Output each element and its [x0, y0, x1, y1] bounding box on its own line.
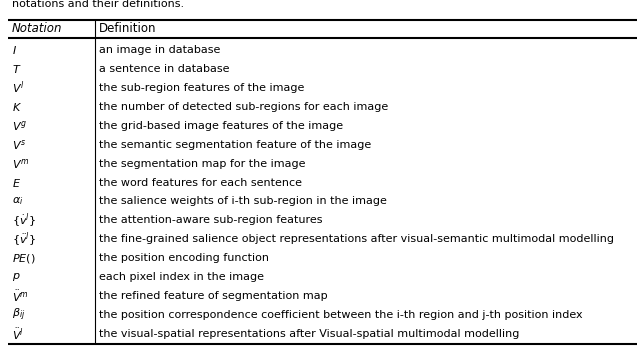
Text: $\ddot{V}^m$: $\ddot{V}^m$	[12, 289, 28, 304]
Text: the word features for each sentence: the word features for each sentence	[99, 178, 302, 188]
Text: the refined feature of segmentation map: the refined feature of segmentation map	[99, 291, 328, 301]
Text: a sentence in database: a sentence in database	[99, 64, 230, 74]
Text: $E$: $E$	[12, 176, 20, 189]
Text: each pixel index in the image: each pixel index in the image	[99, 272, 264, 282]
Text: notations and their definitions.: notations and their definitions.	[12, 0, 184, 9]
Text: $\ddot{V}^l$: $\ddot{V}^l$	[12, 326, 23, 342]
Text: the salience weights of i-th sub-region in the image: the salience weights of i-th sub-region …	[99, 197, 387, 207]
Text: $K$: $K$	[12, 101, 22, 113]
Text: $V^g$: $V^g$	[12, 119, 26, 133]
Text: the number of detected sub-regions for each image: the number of detected sub-regions for e…	[99, 102, 388, 112]
Text: $I$: $I$	[12, 44, 17, 56]
Text: $\{\ddot{v}^l\}$: $\{\ddot{v}^l\}$	[12, 230, 35, 248]
Text: Definition: Definition	[99, 23, 157, 35]
Text: the fine-grained salience object representations after visual-semantic multimoda: the fine-grained salience object represe…	[99, 234, 614, 244]
Text: the segmentation map for the image: the segmentation map for the image	[99, 159, 306, 169]
Text: the position correspondence coefficient between the i-th region and j-th positio: the position correspondence coefficient …	[99, 310, 583, 320]
Text: $V^m$: $V^m$	[12, 156, 29, 171]
Text: an image in database: an image in database	[99, 45, 221, 55]
Text: $V^l$: $V^l$	[12, 79, 24, 96]
Text: the visual-spatial representations after Visual-spatial multimodal modelling: the visual-spatial representations after…	[99, 329, 520, 339]
Text: $\alpha_i$: $\alpha_i$	[12, 195, 23, 207]
Text: $\beta_{ij}$: $\beta_{ij}$	[12, 307, 25, 323]
Text: the semantic segmentation feature of the image: the semantic segmentation feature of the…	[99, 140, 371, 150]
Text: $\{\dot{v}^l\}$: $\{\dot{v}^l\}$	[12, 211, 35, 229]
Text: the grid-based image features of the image: the grid-based image features of the ima…	[99, 121, 343, 131]
Text: Notation: Notation	[12, 23, 62, 35]
Text: the sub-region features of the image: the sub-region features of the image	[99, 83, 305, 93]
Text: $p$: $p$	[12, 271, 20, 283]
Text: the position encoding function: the position encoding function	[99, 253, 269, 263]
Text: $T$: $T$	[12, 63, 21, 75]
Text: $PE()$: $PE()$	[12, 252, 35, 265]
Text: $V^s$: $V^s$	[12, 138, 26, 152]
Text: the attention-aware sub-region features: the attention-aware sub-region features	[99, 216, 323, 226]
